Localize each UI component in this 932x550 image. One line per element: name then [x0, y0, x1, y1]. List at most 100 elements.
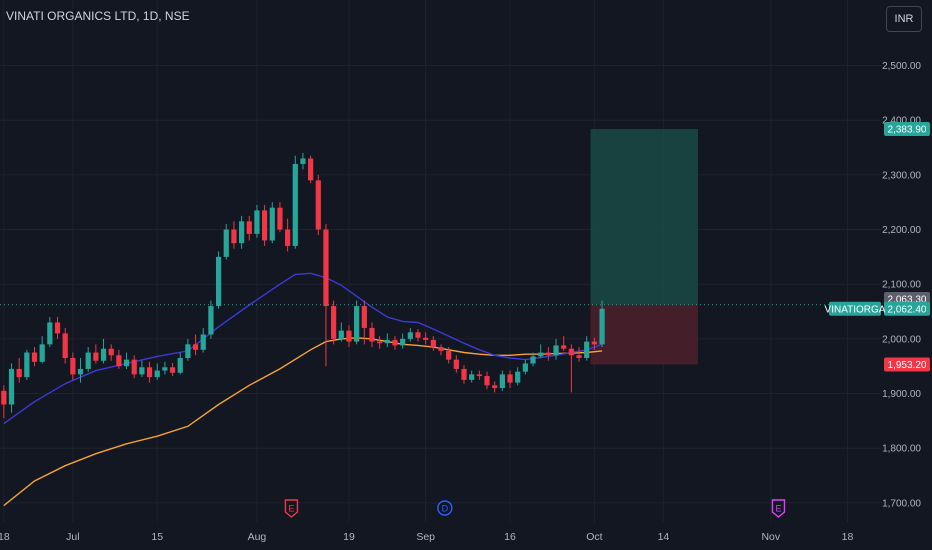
candle	[208, 300, 214, 339]
candle-body	[315, 180, 321, 230]
time-tick-label: 18	[842, 531, 854, 543]
candle	[430, 336, 436, 351]
candle	[369, 322, 375, 348]
candle	[522, 359, 528, 375]
candle	[461, 365, 467, 384]
candle-body	[599, 308, 605, 345]
symbol-title: VINATI ORGANICS LTD, 1D, NSE	[6, 9, 190, 23]
candle	[384, 333, 390, 348]
candle	[354, 300, 360, 345]
candle-body	[93, 352, 99, 361]
candle-body	[469, 374, 475, 380]
candle-body	[169, 367, 176, 373]
price-tick-label: 2,300.00	[882, 170, 921, 181]
time-tick-label: Nov	[761, 531, 780, 543]
time-tick-label: 15	[151, 531, 163, 543]
time-tick-label: 14	[658, 531, 670, 543]
candle	[116, 349, 122, 369]
candle	[85, 347, 91, 372]
candle	[215, 251, 222, 309]
candle-body	[308, 158, 314, 181]
ma-fast-line	[3, 272, 603, 425]
candle-body	[16, 368, 22, 378]
candle-body	[185, 344, 191, 358]
candle-body	[77, 368, 84, 375]
candle	[277, 202, 283, 233]
candle-body	[192, 344, 199, 350]
event-marker[interactable]: D	[437, 500, 453, 516]
candle	[469, 370, 475, 383]
candle	[292, 155, 298, 249]
candle-body	[62, 333, 68, 358]
candle	[361, 300, 367, 345]
candle	[131, 355, 137, 379]
event-marker[interactable]: E	[284, 499, 299, 518]
candle	[392, 336, 398, 350]
candle-body	[545, 352, 551, 356]
candle	[323, 224, 329, 367]
candle	[254, 204, 260, 238]
candle-body	[269, 207, 275, 241]
price-tick-label: 2,400.00	[882, 116, 921, 127]
event-marker[interactable]: E	[771, 499, 786, 518]
candle	[308, 155, 314, 184]
candle	[77, 358, 84, 383]
candle	[538, 344, 544, 358]
price-tag-bg	[884, 122, 930, 137]
currency-button[interactable]: INR	[886, 6, 922, 32]
candle-body	[384, 339, 390, 344]
earnings-icon	[771, 499, 786, 518]
candle	[31, 347, 38, 367]
price-tag: 2,383.90	[884, 122, 930, 137]
candle	[599, 300, 605, 348]
symbol-tag-label: VINATIORGA	[825, 304, 886, 315]
candle-body	[530, 356, 536, 364]
candle-body	[215, 256, 222, 307]
candle-body	[331, 306, 337, 339]
candle-body	[177, 358, 183, 373]
candle-body	[208, 306, 214, 335]
candle-body	[507, 374, 513, 383]
time-tick-label: 18	[0, 531, 10, 543]
price-tag-bg	[884, 301, 930, 316]
candle-body	[100, 348, 107, 361]
candle	[484, 371, 490, 390]
candle	[530, 352, 536, 367]
candle	[415, 329, 421, 342]
candle	[70, 352, 76, 380]
candle-body	[31, 352, 38, 362]
candle-body	[24, 352, 30, 378]
candle-body	[54, 322, 61, 334]
price-axis[interactable]: 2,500.00 2,400.00 2,300.00 2,200.00 2,100.00…	[882, 0, 932, 550]
candle-body	[139, 367, 145, 375]
time-tick-label: 19	[343, 531, 355, 543]
candle-body	[568, 348, 574, 356]
candle-body	[323, 229, 329, 307]
time-axis[interactable]: 18 Jul 15 Aug 19 Sep 16 Oct 14 Nov 18	[0, 531, 853, 543]
candle-body	[300, 158, 306, 164]
candle-body	[8, 368, 15, 405]
price-axis-bg	[882, 0, 932, 550]
candle	[407, 327, 413, 342]
candle	[16, 358, 22, 383]
candle-body	[591, 341, 597, 345]
candle	[62, 327, 68, 364]
candle-body	[154, 370, 160, 378]
candle-body	[1, 390, 7, 405]
candle-body	[538, 352, 544, 357]
ma-slow-line	[3, 337, 603, 507]
candle	[223, 224, 229, 260]
candle-body	[261, 210, 268, 241]
candle	[400, 333, 406, 349]
candle	[561, 336, 567, 351]
candle-body	[354, 306, 360, 342]
candle	[300, 153, 306, 170]
dividend-icon	[437, 500, 453, 516]
time-tick-label: Jul	[66, 531, 79, 543]
candle-body	[438, 347, 444, 351]
candle	[154, 363, 160, 380]
symbol-tag: VINATIORGA	[825, 301, 886, 316]
candle	[47, 317, 53, 348]
